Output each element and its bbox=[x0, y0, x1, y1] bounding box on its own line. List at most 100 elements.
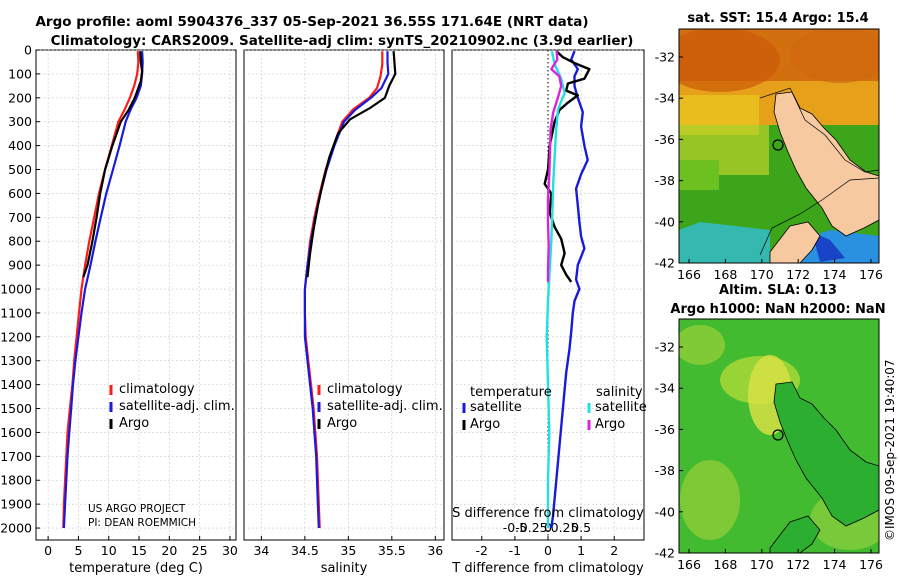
series-line-argo bbox=[306, 51, 397, 278]
longitude-tick-label: 166 bbox=[677, 267, 701, 282]
sla-map-title-2: Argo h1000: NaN h2000: NaN bbox=[670, 302, 885, 317]
temperature-series bbox=[62, 51, 144, 529]
salinity-legend-title: salinity bbox=[596, 385, 643, 400]
legend-label: satellite-adj. clim. bbox=[327, 399, 443, 414]
legend-label: satellite bbox=[595, 400, 647, 415]
latitude-tick-label: -40 bbox=[655, 504, 675, 519]
temperature-plot-frame bbox=[35, 49, 237, 541]
sst-map-title: sat. SST: 15.4 Argo: 15.4 bbox=[687, 11, 868, 26]
salinity-grid bbox=[244, 49, 444, 540]
longitude-tick-label: 174 bbox=[823, 267, 847, 282]
y-tick-label: 1100 bbox=[0, 305, 32, 320]
y-tick-label: 1800 bbox=[0, 473, 32, 488]
x-tick-label: 0 bbox=[544, 543, 552, 558]
salinity-legend: climatology satellite-adj. clim. Argo bbox=[317, 382, 443, 431]
x-tick-label: 10 bbox=[101, 543, 117, 558]
salinity-x-ticks: 34 34.5 35 35.5 36 bbox=[253, 536, 443, 558]
legend-label: Argo bbox=[470, 417, 500, 432]
y-tick-label: 400 bbox=[8, 138, 32, 153]
x-tick-label: 25 bbox=[192, 543, 208, 558]
temperature-x-label: temperature (deg C) bbox=[69, 561, 203, 576]
series-line-t-argo bbox=[543, 50, 591, 283]
x-tick-label: 30 bbox=[222, 543, 238, 558]
sla-map-title-1: Altim. SLA: 0.13 bbox=[719, 283, 837, 298]
legend-label: Argo bbox=[595, 417, 625, 432]
title-line-2: Climatology: CARS2009. Satellite-adj cli… bbox=[51, 33, 634, 49]
y-tick-label: 1400 bbox=[0, 377, 32, 392]
series-line-s-satellite bbox=[545, 50, 566, 528]
y-tick-label: 100 bbox=[8, 66, 32, 81]
argo-float-marker-sla bbox=[772, 429, 784, 441]
sst-longitude-ticks: 166 168 170 172 174 176 bbox=[677, 259, 883, 282]
nz-south-island bbox=[769, 221, 821, 263]
temperature-grid bbox=[36, 49, 236, 540]
latitude-tick-label: -42 bbox=[655, 546, 675, 561]
latitude-tick-label: -40 bbox=[655, 214, 675, 229]
sst-latitude-ticks: -32 -34 -36 -38 -40 -42 bbox=[655, 50, 683, 271]
s-tick-label: -0.5 bbox=[503, 520, 527, 535]
y-tick-label: 1300 bbox=[0, 353, 32, 368]
x-tick-label: 34 bbox=[253, 543, 269, 558]
sla-map-frame bbox=[678, 318, 880, 554]
salinity-x-label: salinity bbox=[321, 561, 368, 576]
salinity-plot-frame bbox=[243, 49, 445, 541]
series-line-s-argo bbox=[546, 51, 563, 282]
longitude-tick-label: 176 bbox=[859, 557, 883, 572]
legend-label: satellite-adj. clim. bbox=[119, 399, 235, 414]
title-line-1: Argo profile: aoml 5904376_337 05-Sep-20… bbox=[35, 14, 588, 30]
t-difference-x-ticks: -2 -1 0 1 2 bbox=[476, 536, 618, 558]
x-tick-label: 0 bbox=[44, 543, 52, 558]
latitude-tick-label: -42 bbox=[655, 256, 675, 271]
x-tick-label: 36 bbox=[427, 543, 443, 558]
longitude-tick-label: 168 bbox=[713, 267, 737, 282]
sla-map: Altim. SLA: 0.13 Argo h1000: NaN h2000: … bbox=[655, 283, 886, 572]
y-tick-label: 900 bbox=[8, 258, 32, 273]
latitude-tick-label: -38 bbox=[655, 463, 675, 478]
longitude-tick-label: 172 bbox=[786, 557, 810, 572]
x-tick-label: 20 bbox=[161, 543, 177, 558]
argo-float-marker bbox=[772, 139, 784, 151]
pi-label: PI: DEAN ROEMMICH bbox=[88, 517, 196, 529]
x-tick-label: 15 bbox=[131, 543, 147, 558]
temperature-legend-title: temperature bbox=[470, 385, 552, 400]
sla-coast-south bbox=[769, 515, 821, 553]
y-tick-label: 500 bbox=[8, 162, 32, 177]
x-tick-label: 1 bbox=[577, 543, 585, 558]
x-tick-label: -1 bbox=[509, 543, 521, 558]
x-tick-label: -2 bbox=[476, 543, 488, 558]
longitude-tick-label: 176 bbox=[859, 267, 883, 282]
temperature-panel: 0 5 10 15 20 25 30 0 100 200 300 400 500 600 700 800 90… bbox=[0, 43, 238, 577]
salinity-panel: 34 34.5 35 35.5 36 salinity climatology satel… bbox=[243, 49, 445, 576]
x-tick-label: 35 bbox=[340, 543, 356, 558]
y-tick-label: 1900 bbox=[0, 497, 32, 512]
longitude-tick-label: 168 bbox=[713, 557, 737, 572]
latitude-tick-label: -34 bbox=[655, 381, 675, 396]
latitude-tick-label: -34 bbox=[655, 91, 675, 106]
y-tick-label: 700 bbox=[8, 210, 32, 225]
y-tick-label: 300 bbox=[8, 114, 32, 129]
x-tick-label: 34.5 bbox=[291, 543, 319, 558]
y-tick-label: 1700 bbox=[0, 449, 32, 464]
series-line-argo bbox=[82, 51, 144, 278]
latitude-tick-label: -36 bbox=[655, 422, 675, 437]
difference-series bbox=[543, 50, 591, 529]
y-tick-label: 600 bbox=[8, 186, 32, 201]
y-tick-label: 800 bbox=[8, 234, 32, 249]
s-tick-label: -0.25 bbox=[515, 520, 547, 535]
s-tick-label: 0.25 bbox=[551, 520, 579, 535]
y-tick-label: 1000 bbox=[0, 282, 32, 297]
legend-label: climatology bbox=[327, 382, 403, 397]
longitude-tick-label: 174 bbox=[823, 557, 847, 572]
nz-north-island bbox=[773, 91, 879, 237]
project-label: US ARGO PROJECT bbox=[88, 503, 186, 515]
latitude-tick-label: -38 bbox=[655, 173, 675, 188]
y-tick-label: 0 bbox=[24, 43, 32, 58]
sla-latitude-ticks: -32 -34 -36 -38 -40 -42 bbox=[655, 340, 683, 561]
longitude-tick-label: 170 bbox=[750, 267, 774, 282]
difference-panel: -2 -1 0 1 2 -0.5-0.25 0 0.250.5 S difference f… bbox=[451, 49, 647, 576]
y-tick-label: 1200 bbox=[0, 329, 32, 344]
imos-credit: ©IMOS 09-Sep-2021 19:40:07 bbox=[883, 359, 897, 541]
difference-legend: satellite Argo satellite Argo bbox=[462, 400, 647, 432]
